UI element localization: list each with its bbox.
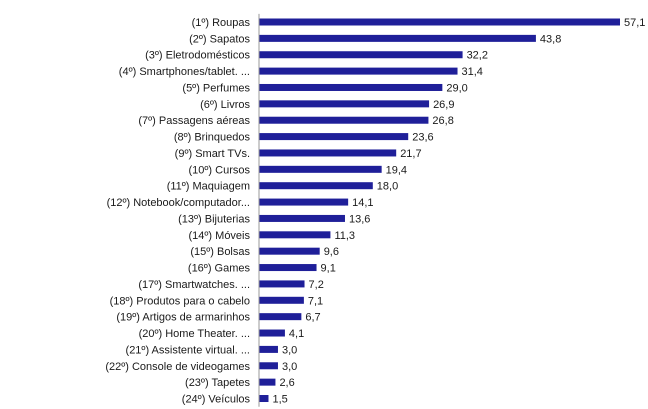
bar xyxy=(259,165,382,173)
category-label: (21º) Assistente virtual. ... xyxy=(126,344,250,356)
category-label: (10º) Cursos xyxy=(189,164,251,176)
category-label: (17º) Smartwatches. ... xyxy=(138,279,250,291)
bar xyxy=(259,313,302,321)
value-labels: 57,1 43,8 32,2 31,4 29,0 26,9 26,8 23,6 21,7 19,4… xyxy=(272,17,645,406)
data-label: 13,6 xyxy=(349,213,370,225)
data-label: 3,0 xyxy=(282,344,297,356)
bar xyxy=(259,280,305,288)
category-label: (13º) Bijuterias xyxy=(178,213,250,225)
data-label: 29,0 xyxy=(446,82,467,94)
data-label: 26,8 xyxy=(432,115,453,127)
category-label: (16º) Games xyxy=(188,263,251,275)
category-label: (5º) Perfumes xyxy=(182,82,250,94)
bar xyxy=(259,231,331,239)
category-label: (23º) Tapetes xyxy=(185,377,250,389)
data-label: 43,8 xyxy=(540,33,561,45)
bar xyxy=(259,182,373,190)
bar xyxy=(259,198,349,206)
category-label: (7º) Passagens aéreas xyxy=(138,115,250,127)
data-label: 19,4 xyxy=(386,164,407,176)
bar xyxy=(259,395,269,403)
data-label: 2,6 xyxy=(279,377,294,389)
data-label: 14,1 xyxy=(352,197,373,209)
category-label: (3º) Eletrodomésticos xyxy=(145,50,250,62)
bar xyxy=(259,100,430,108)
data-label: 57,1 xyxy=(624,17,645,29)
bar xyxy=(259,362,278,370)
data-label: 9,6 xyxy=(324,246,339,258)
data-label: 31,4 xyxy=(462,66,483,78)
category-label: (1º) Roupas xyxy=(192,17,251,29)
data-label: 6,7 xyxy=(305,312,320,324)
data-label: 26,9 xyxy=(433,99,454,111)
category-label: (20º) Home Theater. ... xyxy=(139,328,250,340)
bar xyxy=(259,51,463,59)
bar xyxy=(259,116,429,124)
bar xyxy=(259,296,304,304)
category-label: (18º) Produtos para o cabelo xyxy=(110,295,250,307)
category-label: (19º) Artigos de armarinhos xyxy=(116,312,250,324)
category-label: (4º) Smartphones/tablet. ... xyxy=(119,66,250,78)
category-label: (22º) Console de videogames xyxy=(105,361,250,373)
bar xyxy=(259,133,409,141)
data-label: 32,2 xyxy=(467,50,488,62)
bar xyxy=(259,214,345,222)
data-label: 9,1 xyxy=(321,263,336,275)
category-label: (2º) Sapatos xyxy=(189,33,250,45)
data-label: 21,7 xyxy=(400,148,421,160)
data-label: 7,1 xyxy=(308,295,323,307)
category-label: (9º) Smart TVs. xyxy=(175,148,250,160)
category-label: (15º) Bolsas xyxy=(190,246,250,258)
bar xyxy=(259,247,320,255)
data-label: 3,0 xyxy=(282,361,297,373)
bar xyxy=(259,378,276,386)
data-label: 4,1 xyxy=(289,328,304,340)
category-label: (6º) Livros xyxy=(200,99,250,111)
category-label: (24º) Veículos xyxy=(182,394,251,406)
bar xyxy=(259,264,317,272)
category-label: (8º) Brinquedos xyxy=(174,132,251,144)
data-label: 23,6 xyxy=(412,132,433,144)
data-label: 1,5 xyxy=(272,394,287,406)
data-label: 7,2 xyxy=(309,279,324,291)
bar xyxy=(259,329,285,337)
category-labels: (1º) Roupas (2º) Sapatos (3º) Eletrodomést… xyxy=(105,17,250,406)
category-label: (11º) Maquiagem xyxy=(167,181,250,193)
category-label: (12º) Notebook/computador... xyxy=(107,197,250,209)
bar xyxy=(259,18,620,26)
data-label: 11,3 xyxy=(334,230,355,242)
bar xyxy=(259,67,458,75)
data-label: 18,0 xyxy=(377,181,398,193)
bar xyxy=(259,83,443,91)
bar xyxy=(259,345,278,353)
category-label: (14º) Móveis xyxy=(189,230,251,242)
bar xyxy=(259,149,397,157)
bars xyxy=(259,18,620,403)
bar xyxy=(259,34,536,42)
